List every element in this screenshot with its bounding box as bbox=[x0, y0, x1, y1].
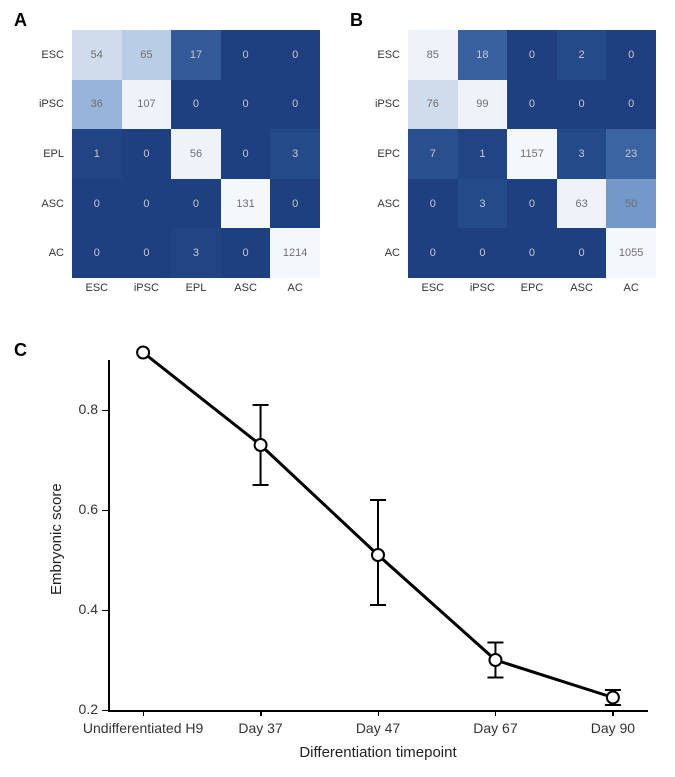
linechart-svg bbox=[0, 0, 675, 777]
line-marker bbox=[489, 654, 501, 666]
line-marker bbox=[607, 692, 619, 704]
line-marker bbox=[255, 439, 267, 451]
line-marker bbox=[137, 347, 149, 359]
line-marker bbox=[372, 549, 384, 561]
